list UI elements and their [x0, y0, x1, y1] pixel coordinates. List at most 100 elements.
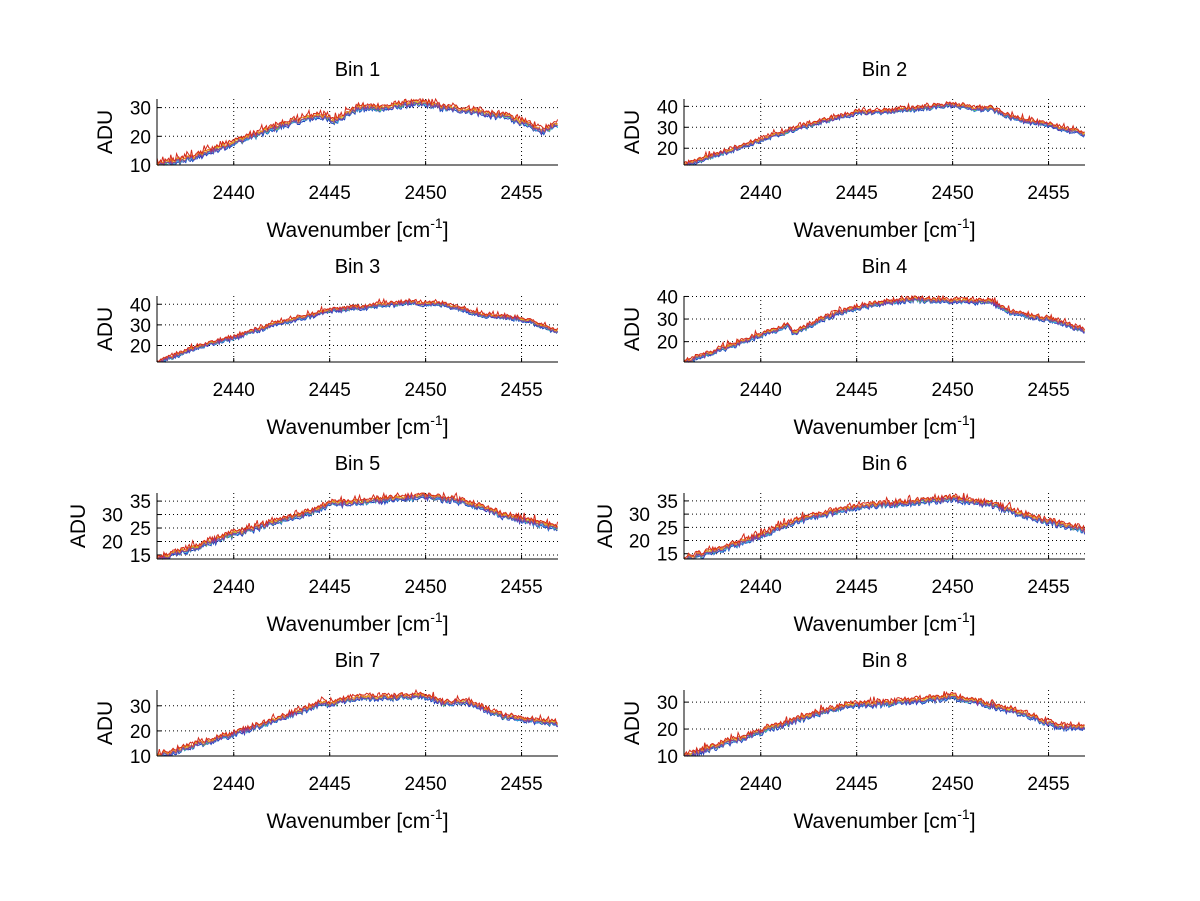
- series-line: [684, 694, 1085, 757]
- series-line: [684, 497, 1086, 560]
- series-line: [156, 97, 559, 164]
- subplot-5: 2440 2445 2450 2455 15 20 25 30 35 Bin 5 ADU Wavenu…: [67, 453, 559, 636]
- series-line: [684, 296, 1085, 363]
- y-axis-label: ADU: [67, 504, 90, 548]
- x-label-superscript: -1: [430, 215, 443, 231]
- x-tick-label: 2445: [309, 183, 351, 204]
- y-tick-label: 20: [657, 333, 678, 354]
- x-axis-label: Wavenumber [cm-1]: [793, 412, 975, 439]
- x-tick-label: 2455: [500, 774, 542, 795]
- x-tick-label: 2440: [213, 577, 255, 598]
- x-axis-label: Wavenumber [cm-1]: [266, 215, 448, 242]
- y-tick-label: 35: [657, 492, 678, 513]
- subplot-7: 2440 2445 2450 2455 10 20 30 Bin 7 ADU Wavenumber…: [94, 650, 559, 833]
- x-tick-label: 2440: [213, 774, 255, 795]
- y-tick-label: 20: [102, 532, 123, 553]
- series-line: [683, 691, 1085, 756]
- y-tick-label: 15: [130, 546, 151, 567]
- x-label-text: Wavenumber [cm: [266, 416, 430, 439]
- x-tick-label: 2440: [740, 774, 782, 795]
- y-tick-label: 20: [629, 532, 650, 553]
- x-label-bracket: ]: [443, 416, 449, 439]
- x-tick-label: 2450: [931, 183, 973, 204]
- x-tick-label: 2455: [1027, 774, 1069, 795]
- subplot-1: 2440 2445 2450 2455 10 20 30 Bin 1 ADU Wavenumber…: [94, 59, 559, 242]
- subplot-title: Bin 8: [862, 650, 908, 672]
- x-tick-label: 2450: [404, 380, 446, 401]
- series-line: [684, 496, 1086, 560]
- x-tick-label: 2445: [309, 380, 351, 401]
- series-line: [684, 496, 1086, 560]
- subplot-title: Bin 4: [862, 256, 908, 278]
- x-tick-label: 2445: [309, 577, 351, 598]
- x-label-superscript: -1: [430, 806, 443, 822]
- series-line: [683, 492, 1086, 559]
- y-tick-label: 30: [657, 693, 678, 714]
- series-line: [684, 297, 1085, 363]
- y-tick-label: 30: [130, 99, 151, 120]
- x-label-text: Wavenumber [cm: [793, 613, 957, 636]
- y-tick-label: 10: [657, 747, 678, 768]
- series-line: [157, 299, 559, 363]
- subplot-title: Bin 3: [335, 256, 381, 278]
- series-line: [157, 100, 558, 167]
- x-tick-label: 2455: [500, 183, 542, 204]
- y-tick-label: 30: [130, 316, 151, 337]
- series-line: [156, 297, 559, 362]
- y-tick-label: 40: [657, 97, 678, 118]
- x-label-superscript: -1: [957, 215, 970, 231]
- x-tick-label: 2450: [404, 183, 446, 204]
- y-axis-label: ADU: [94, 110, 117, 154]
- y-axis-label: ADU: [621, 110, 644, 154]
- x-label-text: Wavenumber [cm: [793, 416, 957, 439]
- y-tick-label: 25: [130, 519, 151, 540]
- x-label-superscript: -1: [957, 412, 970, 428]
- x-tick-label: 2450: [931, 774, 973, 795]
- x-tick-label: 2440: [213, 380, 255, 401]
- y-tick-label: 20: [130, 722, 151, 743]
- series-line: [684, 104, 1086, 166]
- x-label-text: Wavenumber [cm: [266, 613, 430, 636]
- series-line: [683, 295, 1085, 363]
- y-tick-label: 10: [130, 156, 151, 177]
- y-tick-label: 30: [102, 506, 123, 527]
- y-tick-label: 15: [657, 545, 678, 566]
- x-tick-label: 2440: [213, 183, 255, 204]
- series-line: [157, 693, 558, 757]
- subplot-title: Bin 6: [862, 453, 908, 475]
- y-tick-label: 30: [657, 310, 678, 331]
- x-label-text: Wavenumber [cm: [793, 810, 957, 833]
- series-line: [684, 102, 1085, 166]
- x-label-text: Wavenumber [cm: [266, 810, 430, 833]
- series-line: [683, 101, 1085, 165]
- series-line: [156, 491, 559, 559]
- subplot-title: Bin 7: [335, 650, 381, 672]
- series-line: [157, 299, 558, 363]
- x-tick-label: 2440: [740, 380, 782, 401]
- y-tick-label: 35: [130, 492, 151, 513]
- x-tick-label: 2450: [404, 774, 446, 795]
- y-tick-label: 25: [657, 518, 678, 539]
- y-tick-label: 20: [130, 127, 151, 148]
- x-label-superscript: -1: [957, 609, 970, 625]
- x-tick-label: 2440: [740, 183, 782, 204]
- x-tick-label: 2455: [1027, 183, 1069, 204]
- x-tick-label: 2440: [740, 577, 782, 598]
- series-line: [157, 693, 559, 757]
- x-tick-label: 2445: [836, 577, 878, 598]
- x-label-bracket: ]: [443, 810, 449, 833]
- x-tick-label: 2455: [1027, 577, 1069, 598]
- series-line: [157, 694, 558, 757]
- series-line: [157, 694, 558, 757]
- x-label-superscript: -1: [430, 412, 443, 428]
- x-axis-label: Wavenumber [cm-1]: [793, 609, 975, 636]
- y-tick-label: 30: [629, 505, 650, 526]
- x-tick-label: 2455: [500, 380, 542, 401]
- x-tick-label: 2455: [1027, 380, 1069, 401]
- x-label-bracket: ]: [443, 219, 449, 242]
- series-line: [156, 688, 558, 756]
- y-tick-label: 20: [130, 337, 151, 358]
- y-tick-label: 40: [130, 295, 151, 316]
